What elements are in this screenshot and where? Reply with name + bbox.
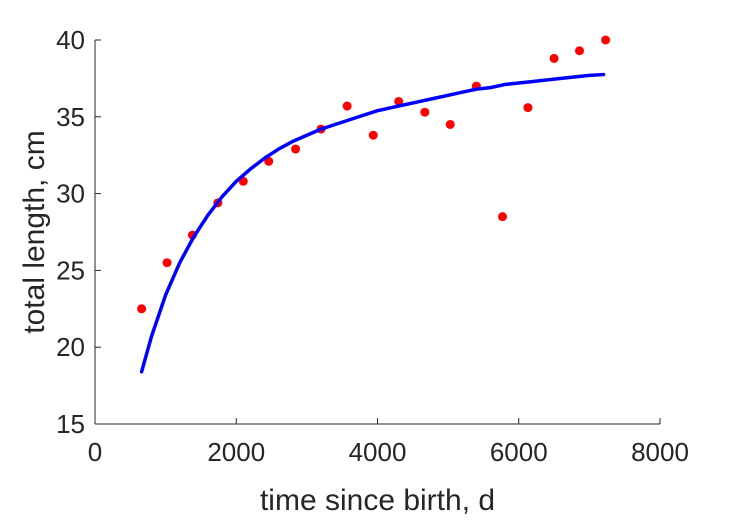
data-point [445,119,455,129]
plot-area [137,35,611,374]
axes: 0 2000 4000 6000 8000 15 20 25 30 35 40 [56,25,689,467]
x-tick-label: 0 [88,437,102,467]
data-point [162,258,172,268]
data-point [394,96,404,106]
data-point [549,53,559,63]
x-tick-label: 6000 [490,437,548,467]
y-tick-label: 15 [56,409,85,439]
data-point [368,130,378,140]
data-point [137,304,147,314]
data-point [420,107,430,117]
data-point [574,46,584,56]
x-tick-label: 4000 [349,437,407,467]
fit-curve [139,72,606,374]
x-tick-label: 2000 [207,437,265,467]
x-tick-label: 8000 [631,437,689,467]
data-point [498,212,508,222]
y-tick-label: 30 [56,179,85,209]
data-point [523,103,533,113]
data-point [264,156,274,166]
y-axis-label: total length, cm [18,130,51,333]
y-tick-label: 40 [56,25,85,55]
y-tick-label: 25 [56,255,85,285]
data-point [291,144,301,154]
y-tick-label: 35 [56,102,85,132]
x-axis-label: time since birth, d [260,484,495,517]
data-point [342,101,352,111]
y-tick-label: 20 [56,332,85,362]
data-point [601,35,611,45]
